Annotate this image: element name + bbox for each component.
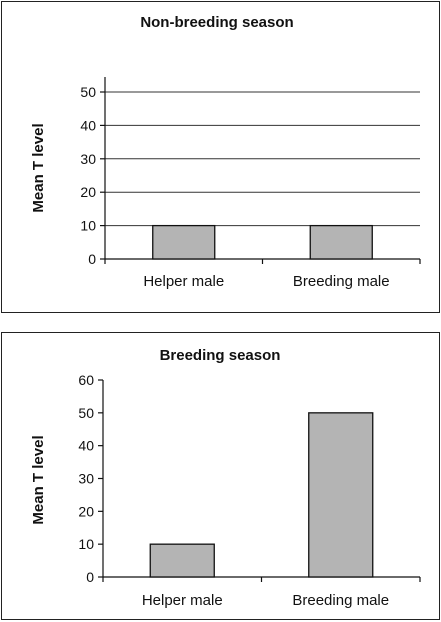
y-tick-label: 0 — [88, 251, 96, 267]
y-tick-label: 60 — [78, 372, 94, 388]
x-category-label: Helper male — [142, 592, 223, 609]
chart-title: Non-breeding season — [140, 14, 293, 31]
x-category-label: Helper male — [143, 273, 224, 290]
y-tick-label: 30 — [78, 471, 94, 487]
bar-breeding-male — [309, 224, 373, 260]
y-tick-label: 40 — [78, 438, 94, 454]
chart-panel-non-breeding: Non-breeding season Mean T level 0 10 20 30… — [1, 1, 440, 313]
y-tick-label: 10 — [80, 218, 96, 234]
y-tick-label: 0 — [86, 569, 94, 585]
y-tick-label: 50 — [80, 84, 96, 100]
chart-breeding: Breeding season Mean T level 0 10 20 30 40 50… — [30, 347, 421, 609]
chart-non-breeding: Non-breeding season Mean T level 0 10 20 30… — [30, 14, 421, 290]
bar-helper-male — [149, 543, 215, 578]
y-tick-label: 40 — [80, 117, 96, 133]
y-axis-label: Mean T level — [30, 435, 47, 524]
y-axis-label: Mean T level — [30, 123, 47, 212]
y-tick-label: 10 — [78, 536, 94, 552]
y-tick-label: 50 — [78, 405, 94, 421]
chart-title: Breeding season — [160, 347, 281, 364]
y-tick-label: 20 — [80, 184, 96, 200]
chart-panel-breeding: Breeding season Mean T level 0 10 20 30 40 50… — [1, 332, 440, 620]
y-tick-label: 30 — [80, 151, 96, 167]
y-tick-label: 20 — [78, 503, 94, 519]
bar-breeding-male — [308, 412, 374, 578]
x-category-label: Breeding male — [292, 592, 389, 609]
x-category-label: Breeding male — [293, 273, 390, 290]
bar-helper-male — [152, 224, 216, 260]
